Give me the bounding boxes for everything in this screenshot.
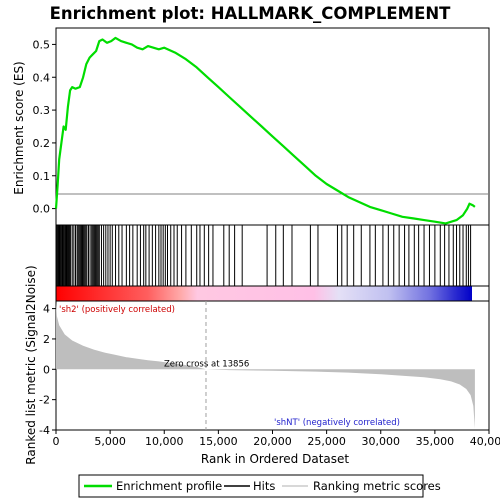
x-tick-label: 0 — [53, 435, 60, 448]
rank-colorbar — [55, 285, 490, 302]
es-y-axis-label: Enrichment score (ES) — [12, 61, 26, 194]
metric-y-axis: -4 -2 0 2 4 — [39, 303, 56, 437]
metric-panel: Zero cross at 13856 'sh2' (positively co… — [24, 265, 490, 465]
es-y-tick-label: 0.3 — [33, 104, 51, 117]
metric-y-tick-label: -2 — [39, 394, 50, 407]
legend-label-hits: Hits — [253, 479, 275, 493]
legend-label-enrichment: Enrichment profile — [116, 479, 222, 493]
x-axis-label: Rank in Ordered Dataset — [201, 452, 349, 466]
legend-frame — [78, 474, 424, 498]
x-tick-label: 10,000 — [145, 435, 184, 448]
es-y-tick-label: 0.1 — [33, 170, 51, 183]
es-y-axis: 0.0 0.1 0.2 0.3 0.4 0.5 — [33, 38, 56, 216]
metric-y-tick-label: 0 — [43, 363, 50, 376]
hit-marks — [55, 225, 472, 286]
x-tick-label: 35,000 — [416, 435, 455, 448]
es-panel-frame — [55, 27, 490, 226]
metric-y-tick-label: -4 — [39, 424, 50, 437]
zero-cross-label: Zero cross at 13856 — [164, 359, 249, 369]
es-panel: 0.0 0.1 0.2 0.3 0.4 0.5 Enrichment score (ES) — [12, 27, 490, 226]
metric-area — [56, 302, 475, 429]
metric-y-tick-label: 2 — [43, 333, 50, 346]
x-tick-label: 30,000 — [362, 435, 401, 448]
x-axis: 0 5,000 10,000 15,000 20,000 25,000 30,000 35,0… — [53, 430, 500, 448]
hits-panel — [55, 224, 490, 287]
es-y-tick-label: 0.4 — [33, 71, 51, 84]
x-tick-label: 40,000 — [470, 435, 500, 448]
x-tick-label: 15,000 — [199, 435, 238, 448]
chart-title: Enrichment plot: HALLMARK_COMPLEMENT — [50, 4, 452, 23]
legend-label-metric: Ranking metric scores — [313, 479, 441, 493]
negative-correlation-label: 'shNT' (negatively correlated) — [274, 418, 400, 428]
es-y-tick-label: 0.2 — [33, 137, 51, 150]
x-tick-label: 20,000 — [253, 435, 292, 448]
es-y-tick-label: 0.0 — [33, 203, 51, 216]
legend: Enrichment profile Hits Ranking metric s… — [78, 474, 441, 498]
metric-y-axis-label: Ranked list metric (Signal2Noise) — [24, 265, 38, 464]
es-y-tick-label: 0.5 — [33, 38, 51, 51]
x-tick-label: 5,000 — [94, 435, 126, 448]
rank-colorbar-gradient — [56, 286, 472, 301]
positive-correlation-label: 'sh2' (positively correlated) — [59, 305, 175, 315]
metric-y-tick-label: 4 — [43, 303, 50, 316]
es-series-line — [54, 36, 476, 225]
x-tick-label: 25,000 — [307, 435, 346, 448]
